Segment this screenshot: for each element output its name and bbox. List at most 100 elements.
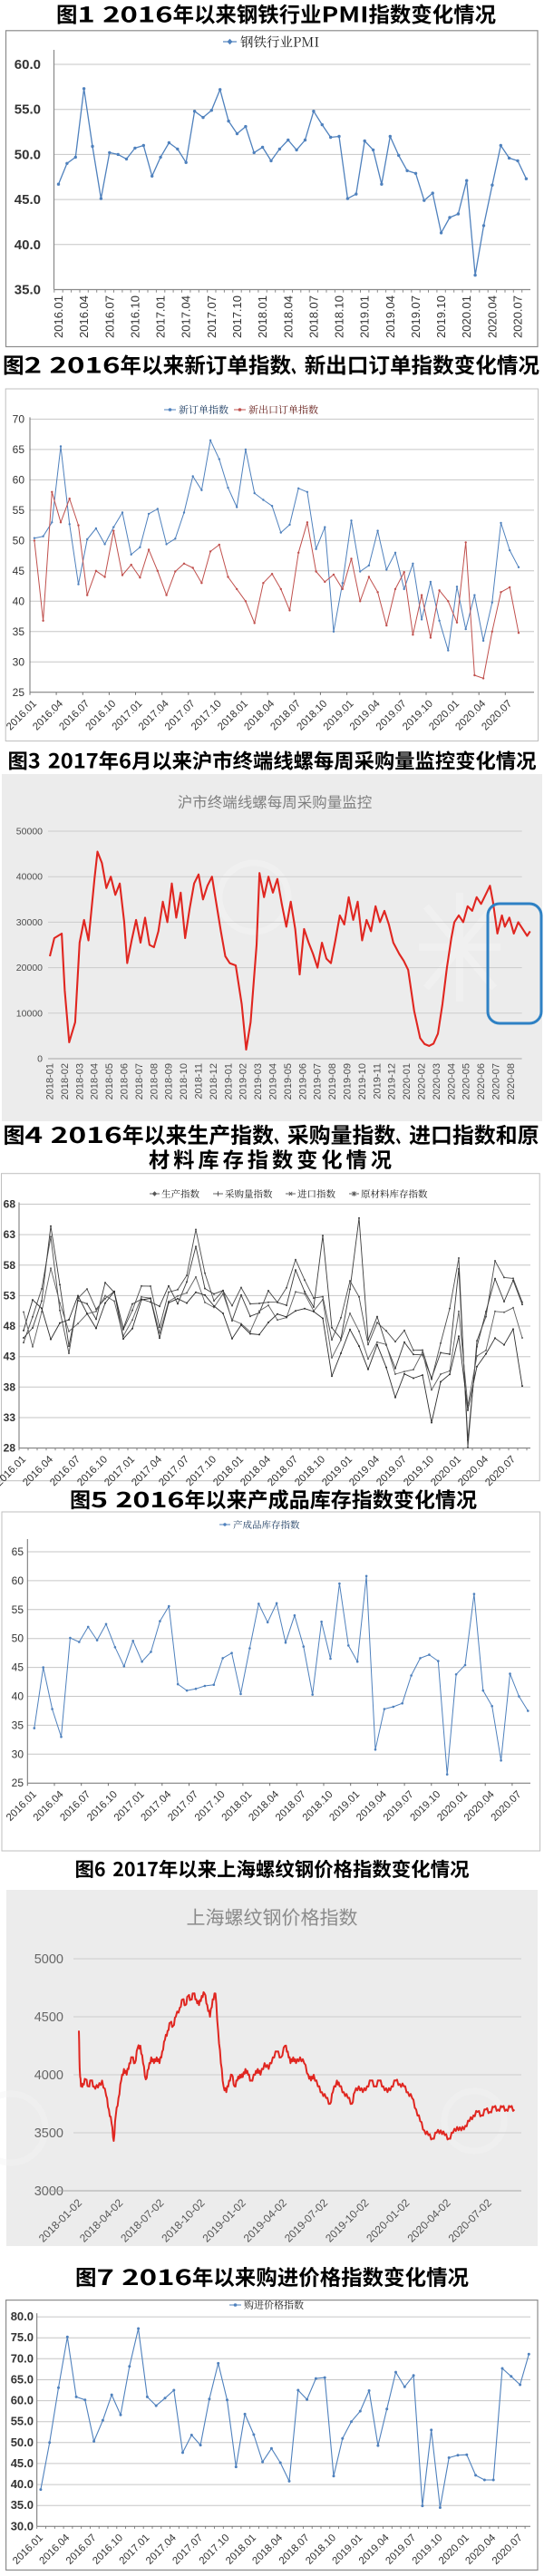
svg-text:2019.07: 2019.07: [409, 295, 423, 338]
svg-text:2019-03: 2019-03: [253, 1063, 264, 1099]
svg-text:25: 25: [13, 686, 25, 699]
svg-text:55.0: 55.0: [15, 102, 41, 118]
svg-text:75.0: 75.0: [11, 2330, 34, 2344]
svg-text:45: 45: [13, 565, 25, 577]
svg-text:2019-05: 2019-05: [283, 1063, 294, 1099]
svg-text:4000: 4000: [34, 2068, 63, 2083]
svg-text:2017.10: 2017.10: [230, 295, 244, 338]
svg-text:48: 48: [4, 1320, 16, 1332]
svg-text:2018.07: 2018.07: [306, 295, 320, 338]
svg-text:35: 35: [13, 625, 25, 638]
svg-text:2018.04: 2018.04: [281, 295, 295, 338]
svg-text:55.0: 55.0: [11, 2415, 34, 2428]
svg-text:65.0: 65.0: [11, 2373, 34, 2387]
svg-text:2016.07: 2016.07: [102, 295, 116, 338]
svg-text:2018-09: 2018-09: [164, 1063, 175, 1099]
svg-text:2018.10: 2018.10: [333, 295, 346, 338]
svg-text:2016.04: 2016.04: [77, 295, 91, 338]
svg-text:30.0: 30.0: [11, 2519, 34, 2532]
svg-text:30000: 30000: [16, 917, 43, 928]
svg-text:2018-07: 2018-07: [134, 1063, 145, 1099]
svg-text:40.0: 40.0: [15, 237, 41, 253]
svg-text:2019-11: 2019-11: [372, 1063, 383, 1099]
svg-text:2018-08: 2018-08: [149, 1063, 160, 1099]
svg-text:45: 45: [12, 1661, 24, 1674]
svg-text:2019.10: 2019.10: [434, 295, 448, 338]
svg-text:2019.01: 2019.01: [358, 295, 372, 338]
svg-text:50: 50: [12, 1632, 24, 1645]
svg-text:40: 40: [12, 1690, 24, 1703]
svg-text:2016.01: 2016.01: [52, 295, 65, 338]
svg-text:70.0: 70.0: [11, 2351, 34, 2365]
svg-text:2017.01: 2017.01: [154, 295, 168, 338]
svg-text:2016.10: 2016.10: [128, 295, 141, 338]
svg-text:2020-01: 2020-01: [402, 1063, 413, 1099]
svg-text:58: 58: [4, 1259, 16, 1272]
svg-text:60: 60: [12, 1574, 24, 1587]
svg-text:2019-06: 2019-06: [297, 1063, 308, 1099]
svg-text:43: 43: [4, 1351, 16, 1363]
svg-text:2019-08: 2019-08: [327, 1063, 338, 1099]
svg-text:2020.01: 2020.01: [460, 295, 473, 338]
svg-text:50.0: 50.0: [15, 147, 41, 162]
svg-text:2018.01: 2018.01: [256, 295, 269, 338]
svg-text:2019.04: 2019.04: [384, 295, 397, 338]
svg-text:80.0: 80.0: [11, 2310, 34, 2323]
svg-text:2018-01: 2018-01: [45, 1063, 56, 1099]
svg-text:3500: 3500: [34, 2126, 63, 2141]
svg-text:35.0: 35.0: [11, 2498, 34, 2512]
svg-text:20000: 20000: [16, 963, 43, 973]
svg-text:60.0: 60.0: [11, 2394, 34, 2407]
svg-text:2018-03: 2018-03: [74, 1063, 85, 1099]
svg-text:60: 60: [13, 473, 25, 486]
svg-text:2019-09: 2019-09: [343, 1063, 354, 1099]
svg-text:2018-05: 2018-05: [104, 1063, 115, 1099]
svg-text:2019-02: 2019-02: [238, 1063, 249, 1099]
svg-text:2017.04: 2017.04: [180, 295, 193, 338]
svg-text:2020-02: 2020-02: [417, 1063, 428, 1099]
svg-text:2018-10: 2018-10: [179, 1063, 189, 1099]
svg-text:63: 63: [4, 1228, 16, 1241]
svg-text:3000: 3000: [34, 2184, 63, 2199]
svg-text:25: 25: [12, 1777, 24, 1789]
svg-text:5000: 5000: [34, 1952, 63, 1967]
svg-text:2020-08: 2020-08: [506, 1063, 517, 1099]
svg-text:60.0: 60.0: [15, 57, 41, 73]
svg-text:2018-12: 2018-12: [209, 1063, 219, 1099]
svg-text:2018-11: 2018-11: [194, 1063, 205, 1099]
svg-text:30: 30: [12, 1748, 24, 1760]
svg-text:2020-06: 2020-06: [476, 1063, 487, 1099]
svg-text:55: 55: [12, 1603, 24, 1616]
svg-text:2020.04: 2020.04: [485, 295, 499, 338]
svg-text:45.0: 45.0: [11, 2456, 34, 2470]
svg-text:4500: 4500: [34, 2010, 63, 2025]
svg-text:2018-02: 2018-02: [60, 1063, 71, 1099]
svg-text:2019-01: 2019-01: [223, 1063, 234, 1099]
svg-text:2019-04: 2019-04: [268, 1063, 279, 1099]
svg-text:50: 50: [13, 534, 25, 547]
svg-text:65: 65: [12, 1545, 24, 1558]
svg-text:40: 40: [13, 595, 25, 607]
svg-text:2017.07: 2017.07: [205, 295, 219, 338]
svg-text:2020.07: 2020.07: [511, 295, 525, 338]
svg-text:65: 65: [13, 443, 25, 456]
svg-text:45.0: 45.0: [15, 192, 41, 208]
svg-text:50.0: 50.0: [11, 2436, 34, 2449]
svg-text:33: 33: [4, 1411, 16, 1424]
svg-text:2020-05: 2020-05: [461, 1063, 472, 1099]
svg-text:2019-10: 2019-10: [357, 1063, 368, 1099]
svg-text:35.0: 35.0: [15, 283, 41, 298]
svg-text:2020-04: 2020-04: [446, 1063, 457, 1099]
svg-text:40.0: 40.0: [11, 2477, 34, 2491]
svg-text:0: 0: [37, 1054, 43, 1065]
svg-text:50000: 50000: [16, 827, 43, 838]
svg-text:40000: 40000: [16, 872, 43, 883]
svg-text:38: 38: [4, 1380, 16, 1393]
svg-text:70: 70: [13, 412, 25, 425]
svg-text:2019-12: 2019-12: [387, 1063, 398, 1099]
svg-text:55: 55: [13, 504, 25, 517]
svg-text:2018-04: 2018-04: [90, 1063, 101, 1099]
svg-text:35: 35: [12, 1719, 24, 1731]
svg-text:30: 30: [13, 655, 25, 668]
svg-text:28: 28: [4, 1442, 16, 1455]
